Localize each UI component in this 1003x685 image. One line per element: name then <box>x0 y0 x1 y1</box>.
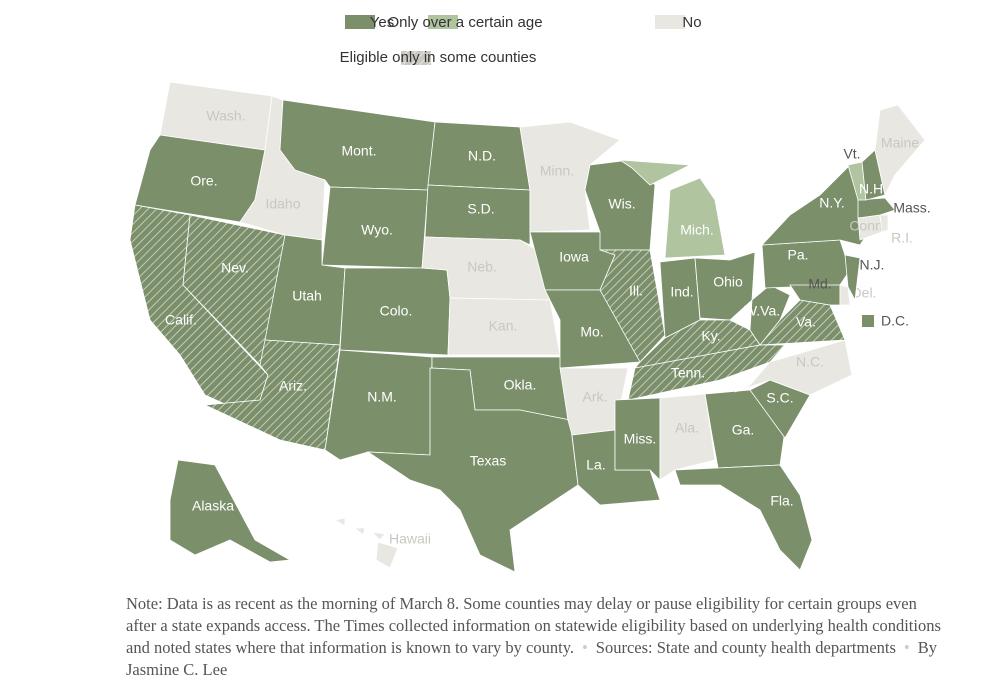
state <box>674 464 813 571</box>
footnote: Note: Data is as recent as the morning o… <box>126 593 946 681</box>
legend-label: Eligible only in some counties <box>340 49 537 66</box>
state <box>366 367 579 573</box>
state <box>874 104 926 197</box>
state-label: Tenn. <box>671 365 705 381</box>
state <box>424 184 531 246</box>
state <box>659 393 716 481</box>
state-label: Del. <box>852 285 877 301</box>
state-label: Colo. <box>380 303 413 319</box>
state-label: Kan. <box>489 318 518 334</box>
legend-label: Only over a certain age <box>387 14 542 31</box>
state-label: Idaho <box>265 196 300 212</box>
state <box>614 397 661 481</box>
state <box>353 527 366 536</box>
state-label: Ill. <box>629 283 643 299</box>
byline: By Jasmine C. Lee <box>126 638 937 679</box>
state-label: N.J. <box>860 257 885 273</box>
state <box>333 517 346 527</box>
state-label: Wash. <box>206 108 245 124</box>
state-label: Wis. <box>608 196 635 212</box>
state-label: Minn. <box>540 163 574 179</box>
state-label: N.C. <box>796 354 824 370</box>
state-label: N.D. <box>468 148 496 164</box>
state-label: S.C. <box>766 390 793 406</box>
state <box>618 159 692 186</box>
note: Note: Data is as recent as the morning o… <box>126 594 941 657</box>
state-label: Pa. <box>787 247 808 263</box>
state-label: Utah <box>292 288 322 304</box>
state-label: Ohio <box>713 274 743 290</box>
state <box>169 459 292 563</box>
state-label: Ark. <box>583 389 608 405</box>
state-label: Okla. <box>504 377 537 393</box>
legend-swatch <box>428 15 458 29</box>
separator: • <box>903 638 910 657</box>
state-label: Calif. <box>165 312 197 328</box>
state-label: W.Va. <box>744 303 780 319</box>
state <box>370 531 386 541</box>
state-label: Mich. <box>680 222 713 238</box>
state <box>734 339 853 396</box>
hatch <box>183 215 285 365</box>
state-label: Ore. <box>190 173 217 189</box>
hatch <box>760 300 845 345</box>
hatch <box>130 205 268 410</box>
dc-marker <box>862 315 874 327</box>
state-label: D.C. <box>881 313 909 329</box>
state-label: Neb. <box>467 259 497 275</box>
hatch <box>600 250 665 362</box>
state-label: S.D. <box>467 201 494 217</box>
legend-swatch <box>655 15 685 29</box>
state <box>375 541 399 569</box>
hatch <box>205 340 340 450</box>
state-label: R.I. <box>891 230 913 246</box>
legend-swatch <box>345 15 375 29</box>
sources: Sources: State and county health departm… <box>595 638 896 657</box>
legend-label: Yes <box>370 14 394 31</box>
state-label: N.M. <box>367 389 397 405</box>
state-label: Texas <box>470 453 507 469</box>
state <box>664 177 726 259</box>
state-label: Wyo. <box>361 222 393 238</box>
state-label: Nev. <box>221 260 249 276</box>
legend-label: No <box>682 14 701 31</box>
state-label: Ga. <box>732 422 755 438</box>
state-label: Ky. <box>701 328 720 344</box>
states: Wash. Ore. Calif. Nev. Idaho Mont. Wyo. Utah Col… <box>129 81 931 573</box>
state-label: Maine <box>881 135 919 151</box>
map: Wash. Ore. Calif. Nev. Idaho Mont. Wyo. Utah Col… <box>129 14 931 573</box>
state-label: Iowa <box>559 249 589 265</box>
legend-swatch <box>401 51 431 65</box>
state <box>844 254 861 302</box>
state-label: Va. <box>796 314 816 330</box>
state-label: N.Y. <box>819 195 844 211</box>
state-label: Ala. <box>675 420 699 436</box>
state-label: Md. <box>808 276 831 292</box>
state-label: Vt. <box>843 146 860 162</box>
state-label: Ariz. <box>279 378 307 394</box>
separator: • <box>582 638 588 657</box>
state-label: Mo. <box>580 324 603 340</box>
state <box>879 214 889 233</box>
state-label: Fla. <box>770 493 793 509</box>
state-label: N.H. <box>859 181 887 197</box>
state <box>839 284 851 306</box>
hatch <box>628 345 785 400</box>
state <box>857 197 896 219</box>
state-label: Mont. <box>341 143 376 159</box>
state-label: Alaska <box>192 498 234 514</box>
state-label: Conn. <box>849 218 886 234</box>
state-label: Hawaii <box>389 531 431 547</box>
hatch <box>635 320 760 368</box>
state-label: Miss. <box>624 431 657 447</box>
state <box>324 349 433 461</box>
state <box>789 284 841 306</box>
state-label: Mass. <box>893 200 930 216</box>
state-label: La. <box>586 457 605 473</box>
state-label: Ind. <box>670 284 693 300</box>
